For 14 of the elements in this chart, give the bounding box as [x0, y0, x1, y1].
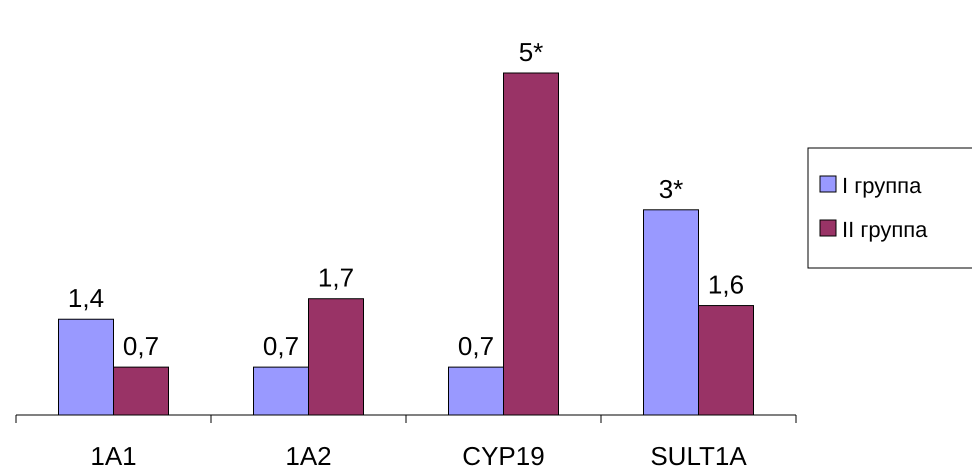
x-tick-label: CYP19: [462, 441, 545, 470]
data-label: 0,7: [122, 331, 160, 362]
x-tick-label: 1A2: [285, 441, 332, 470]
legend-label: II группа: [842, 217, 928, 242]
x-tick-label: SULT1A: [650, 441, 748, 470]
data-label: 5*: [518, 37, 544, 67]
data-label: 1,4: [68, 283, 104, 314]
data-label: 0,7: [458, 331, 494, 362]
legend-label: I группа: [842, 173, 922, 198]
data-label: 3*: [658, 174, 684, 204]
data-label: 1,7: [318, 262, 354, 293]
data-label: 0,7: [262, 331, 300, 362]
x-tick-label: 1A1: [90, 441, 137, 470]
data-label: 1,6: [708, 270, 744, 300]
